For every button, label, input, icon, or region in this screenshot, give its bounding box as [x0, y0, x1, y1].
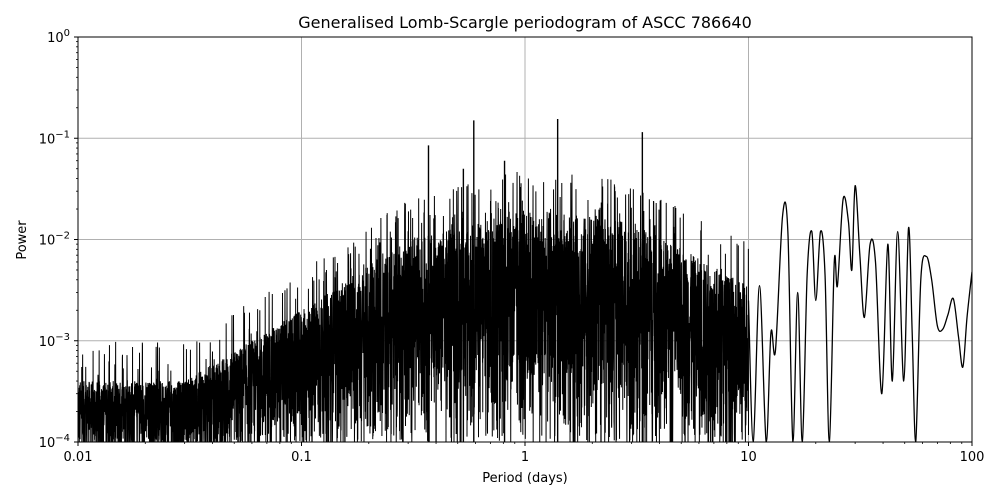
x-axis-ticks: 0.01 0.1 1 10 100	[64, 442, 985, 465]
x-tick-label: 100	[960, 450, 985, 465]
chart-title: Generalised Lomb-Scargle periodogram of …	[298, 13, 752, 32]
noise-trace	[78, 171, 749, 442]
y-tick-label: 10−1	[39, 129, 70, 147]
y-axis-ticks: 10−4 10−3 10−2 10−1 100	[39, 28, 78, 451]
y-tick-label: 10−3	[39, 332, 70, 350]
smooth-tail-trace	[747, 185, 972, 442]
y-axis-label: Power	[15, 220, 30, 260]
x-tick-label: 0.01	[64, 450, 93, 465]
periodogram-series	[78, 118, 972, 442]
y-tick-label: 10−2	[39, 231, 70, 249]
x-axis-label: Period (days)	[482, 471, 568, 486]
y-tick-label: 100	[47, 28, 70, 46]
y-tick-label: 10−4	[39, 433, 70, 451]
x-tick-label: 1	[521, 450, 529, 465]
x-tick-label: 0.1	[291, 450, 312, 465]
x-tick-label: 10	[740, 450, 757, 465]
